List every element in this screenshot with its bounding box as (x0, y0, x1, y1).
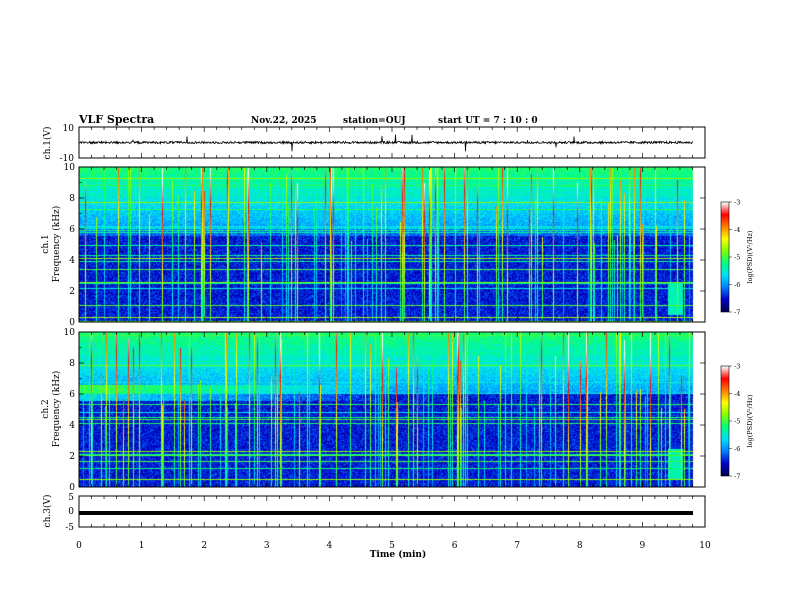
x-tick-label: 6 (452, 541, 458, 551)
ch1-spec-ylabel: Frequency (kHz) (51, 206, 62, 283)
ch3-ytick-mid: 0 (68, 507, 74, 517)
y-tick-label: 10 (64, 328, 76, 338)
x-tick-label: 8 (577, 541, 583, 551)
ch2-spectrogram-image (79, 332, 705, 487)
y-tick-label: 6 (69, 225, 75, 235)
colorbar-tick-label: -7 (734, 309, 740, 317)
colorbar-tick-label: -6 (734, 445, 740, 453)
ch3-waveform-ylabel: ch.3(V) (42, 495, 53, 528)
ch1-waveform-ylabel: ch.1(V) (42, 127, 53, 160)
x-tick-label: 9 (640, 541, 646, 551)
ch3-waveform-panel: 5 0 -5 ch.3(V) (42, 493, 706, 533)
colorbar-tick-label: -4 (734, 390, 740, 398)
ch2-spec-channel-label: ch.2 (41, 399, 51, 418)
ch2-colorbar-label: log(PSD)(V²/Hz) (746, 394, 754, 447)
y-tick-label: 10 (64, 163, 76, 173)
ch2-colorbar (721, 366, 729, 476)
ch2-spec-ylabel: Frequency (kHz) (51, 371, 62, 448)
y-tick-label: 4 (69, 256, 75, 266)
x-tick-label: 0 (76, 541, 82, 551)
colorbar-tick-label: -3 (734, 199, 740, 207)
ch1-spec-channel-label: ch.1 (41, 234, 51, 253)
y-tick-label: 0 (69, 483, 75, 493)
ch1-spectrogram-image (79, 167, 705, 322)
y-tick-label: 8 (69, 194, 75, 204)
x-axis-label: Time (min) (370, 549, 427, 560)
ch1-colorbar (721, 202, 729, 312)
start-ut-label: start UT = 7 : 10 : 0 (438, 116, 538, 126)
y-tick-label: 6 (69, 390, 75, 400)
x-tick-label: 4 (327, 541, 333, 551)
station-label: station=OUJ (343, 116, 406, 126)
date-label: Nov.22, 2025 (251, 116, 317, 126)
colorbar-tick-label: -5 (734, 418, 740, 426)
x-tick-label: 10 (699, 541, 711, 551)
y-tick-label: 0 (69, 318, 75, 328)
colorbar-tick-label: -4 (734, 226, 740, 234)
colorbar-tick-label: -7 (734, 473, 740, 481)
x-tick-label: 3 (264, 541, 270, 551)
y-tick-label: 2 (69, 287, 75, 297)
y-tick-label: 8 (69, 359, 75, 369)
ch1-ytick-top: 10 (63, 124, 75, 134)
x-tick-label: 5 (389, 541, 395, 551)
ch3-ytick-top: 5 (68, 493, 74, 503)
ch1-waveform-panel: 10 -10 ch.1(V) (42, 124, 706, 164)
ch3-ytick-bottom: -5 (65, 523, 74, 533)
ch3-waveform-trace (79, 511, 693, 515)
y-tick-label: 2 (69, 452, 75, 462)
y-tick-label: 4 (69, 421, 75, 431)
x-tick-label: 2 (201, 541, 207, 551)
colorbar-tick-label: -6 (734, 281, 740, 289)
ch1-ytick-bottom: -10 (60, 154, 75, 164)
ch1-waveform-trace (78, 134, 694, 152)
colorbar-tick-label: -5 (734, 254, 740, 262)
x-tick-label: 7 (514, 541, 520, 551)
ch1-colorbar-label: log(PSD)(V²/Hz) (746, 230, 754, 283)
colorbar-tick-label: -3 (734, 363, 740, 371)
x-tick-label: 1 (139, 541, 145, 551)
figure-title: VLF Spectra (78, 113, 154, 126)
x-tick-labels: 0 1 2 3 4 5 6 7 8 9 10 (76, 541, 711, 551)
